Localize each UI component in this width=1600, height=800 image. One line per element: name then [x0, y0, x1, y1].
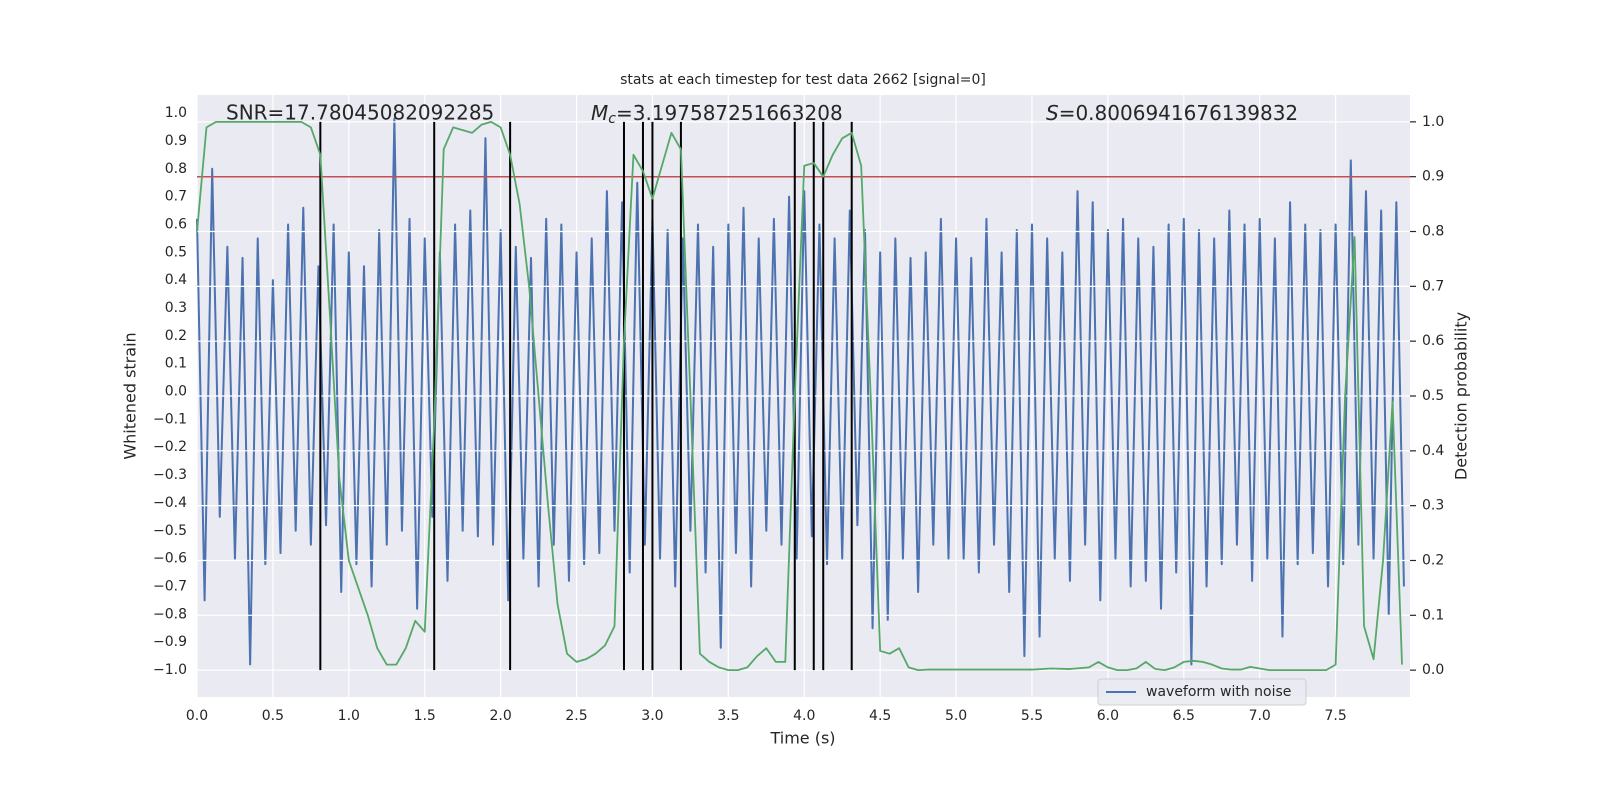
s-value: =0.8006941676139832 — [1059, 101, 1298, 125]
y-tick-label: 0.8 — [165, 161, 187, 177]
s-symbol: S — [1046, 101, 1059, 125]
y-tick-label: 0.9 — [165, 133, 187, 149]
chart-title: stats at each timestep for test data 266… — [620, 72, 986, 88]
y-tick-label: −0.4 — [153, 495, 187, 511]
mc-symbol: M — [591, 101, 608, 125]
snr-annotation: SNR=17.78045082092285 — [226, 101, 494, 125]
y-tick-label: −0.6 — [153, 551, 187, 567]
y2-tick-label: 0.9 — [1422, 169, 1444, 185]
y-axis-label: Whitened strain — [121, 332, 140, 459]
y-tick-label: −0.5 — [153, 523, 187, 539]
y-tick-label: 1.0 — [165, 105, 187, 121]
mc-value: =3.197587251663208 — [616, 101, 843, 125]
y-tick-label: −0.2 — [153, 439, 187, 455]
x-tick-label: 6.5 — [1173, 708, 1195, 724]
y2-tick-label: 0.6 — [1422, 333, 1444, 349]
x-tick-label: 2.5 — [565, 708, 587, 724]
x-tick-label: 0.0 — [186, 708, 208, 724]
y-tick-label: −0.3 — [153, 467, 187, 483]
y2-tick-label: 1.0 — [1422, 114, 1444, 130]
mc-annotation: Mc=3.197587251663208 — [591, 101, 843, 128]
probability-line — [196, 120, 1403, 672]
y-tick-label: 0.0 — [165, 384, 187, 400]
x-tick-label: 2.0 — [489, 708, 511, 724]
x-tick-label: 6.0 — [1097, 708, 1119, 724]
y2-tick-label: 0.0 — [1422, 662, 1444, 678]
waveform-line — [196, 117, 1405, 666]
y2-tick-label: 0.2 — [1422, 552, 1444, 568]
y-tick-label: 0.4 — [165, 272, 187, 288]
y2-tick-label: 0.3 — [1422, 498, 1444, 514]
y-tick-label: −0.1 — [153, 411, 187, 427]
x-axis-label: Time (s) — [769, 729, 835, 748]
legend-box — [1097, 678, 1307, 706]
y2-tick-label: 0.5 — [1422, 388, 1444, 404]
y-tick-label: 0.3 — [165, 300, 187, 316]
y-tick-label: 0.6 — [165, 216, 187, 232]
y2-tick-label: 0.1 — [1422, 607, 1444, 623]
y-tick-label: 0.7 — [165, 189, 187, 205]
x-tick-label: 3.0 — [641, 708, 663, 724]
x-tick-label: 7.0 — [1249, 708, 1271, 724]
x-tick-label: 3.5 — [717, 708, 739, 724]
x-tick-label: 5.5 — [1021, 708, 1043, 724]
x-tick-label: 1.0 — [338, 708, 360, 724]
s-annotation: S=0.8006941676139832 — [1046, 101, 1298, 125]
x-tick-label: 1.5 — [414, 708, 436, 724]
legend-label: waveform with noise — [1146, 684, 1291, 700]
y-tick-label: 0.5 — [165, 244, 187, 260]
y2-tick-label: 0.8 — [1422, 224, 1444, 240]
y-tick-label: −1.0 — [153, 662, 187, 678]
y2-tick-label: 0.4 — [1422, 443, 1444, 459]
x-tick-label: 0.5 — [262, 708, 284, 724]
x-tick-label: 4.0 — [793, 708, 815, 724]
y-tick-label: −0.8 — [153, 606, 187, 622]
y-tick-label: 0.2 — [165, 328, 187, 344]
mc-subscript: c — [608, 111, 616, 127]
x-tick-label: 7.5 — [1324, 708, 1346, 724]
y-tick-label: −0.9 — [153, 634, 187, 650]
y-tick-label: 0.1 — [165, 356, 187, 372]
y2-axis-label: Detection probability — [1452, 312, 1471, 480]
x-tick-label: 5.0 — [945, 708, 967, 724]
x-tick-label: 4.5 — [869, 708, 891, 724]
y-tick-label: −0.7 — [153, 578, 187, 594]
y2-tick-label: 0.7 — [1422, 278, 1444, 294]
